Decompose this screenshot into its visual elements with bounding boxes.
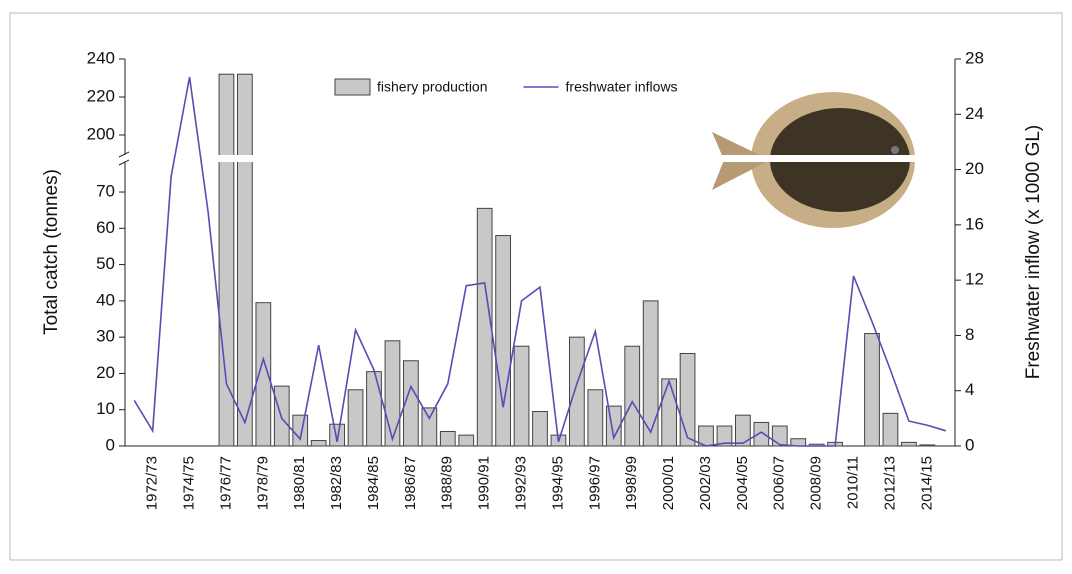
x-tick-label: 2010/11 [845, 456, 862, 509]
y2-tick-label: 24 [965, 104, 984, 123]
y-tick-label: 40 [96, 290, 115, 309]
y-tick-label: 200 [87, 124, 115, 143]
y-tick-label: 70 [96, 182, 115, 201]
line [133, 76, 947, 447]
y2-tick-label: 8 [965, 325, 974, 344]
bar [292, 414, 309, 447]
bar [329, 423, 345, 447]
bar [384, 340, 401, 447]
x-tick-label: 1972/73 [144, 456, 161, 510]
bar [753, 421, 770, 447]
x-tick-label: 1976/77 [217, 456, 234, 510]
y-tick-label: 0 [106, 435, 115, 454]
y2-tick-label: 0 [965, 435, 974, 454]
x-tick-label: 1978/79 [254, 456, 271, 510]
y2-tick-label: 12 [965, 270, 984, 289]
bar [864, 333, 880, 447]
bar [679, 352, 696, 447]
bar [218, 73, 235, 447]
x-tick-label: 1998/99 [623, 456, 640, 510]
x-tick-label: 1984/85 [365, 456, 382, 510]
x-tick-label: 1986/87 [402, 456, 419, 510]
bar [310, 440, 327, 447]
legend-swatch [334, 78, 371, 96]
bar [366, 371, 382, 447]
bar [569, 336, 585, 447]
bar [476, 207, 493, 447]
bar [661, 378, 677, 447]
y2-tick-label: 4 [965, 380, 974, 399]
bar [642, 300, 659, 447]
x-tick-label: 1996/97 [586, 456, 603, 510]
bar [532, 411, 548, 447]
x-tick-label: 1994/95 [549, 456, 566, 510]
y-tick-label: 220 [87, 86, 115, 105]
bar [347, 389, 364, 447]
y2-axis-title: Freshwater inflow (x 1000 GL) [1023, 125, 1044, 380]
bar [403, 360, 419, 447]
x-tick-label: 2008/09 [808, 456, 825, 510]
y-tick-label: 30 [96, 327, 115, 346]
y-tick-label: 50 [96, 254, 115, 273]
y2-tick-label: 28 [965, 48, 984, 67]
bar [771, 425, 788, 447]
axis-break [117, 155, 947, 162]
x-tick-label: 2006/07 [771, 456, 788, 510]
x-tick-label: 1980/81 [291, 456, 308, 510]
fish-eye [891, 146, 899, 154]
y2-tick-label: 16 [965, 214, 984, 233]
bar [919, 444, 936, 447]
x-tick-label: 1992/93 [513, 456, 530, 510]
x-tick-label: 2002/03 [697, 456, 714, 510]
y-tick-label: 240 [87, 48, 115, 67]
bar [439, 430, 456, 447]
bar [882, 412, 899, 447]
x-tick-label: 1990/91 [476, 456, 493, 510]
x-tick-label: 1982/83 [328, 456, 345, 510]
bar [624, 345, 641, 447]
bar [735, 414, 751, 447]
y-tick-label: 20 [96, 363, 115, 382]
y-tick-label: 60 [96, 218, 115, 237]
bar [421, 407, 438, 447]
x-tick-label: 2012/13 [881, 456, 898, 510]
x-tick-label: 2004/05 [734, 456, 751, 510]
y-axis-title: Total catch (tonnes) [41, 169, 62, 335]
legend-label: freshwater inflows [566, 79, 678, 95]
bar [901, 441, 917, 447]
bar [495, 235, 511, 447]
bar [587, 389, 604, 447]
x-tick-label: 2014/15 [918, 456, 935, 510]
legend-label: fishery production [377, 79, 488, 95]
bar [255, 302, 272, 447]
bar [513, 345, 530, 447]
x-tick-label: 2000/01 [660, 456, 677, 510]
x-tick-label: 1988/89 [439, 456, 456, 510]
bar [237, 73, 253, 447]
bar [458, 434, 475, 447]
x-tick-label: 1974/75 [181, 456, 198, 510]
axis-break-mark [118, 159, 130, 166]
bar [716, 425, 733, 447]
axis-break-mark [118, 151, 130, 158]
frame [9, 12, 1063, 561]
y-tick-label: 10 [96, 399, 115, 418]
y2-tick-label: 20 [965, 159, 984, 178]
